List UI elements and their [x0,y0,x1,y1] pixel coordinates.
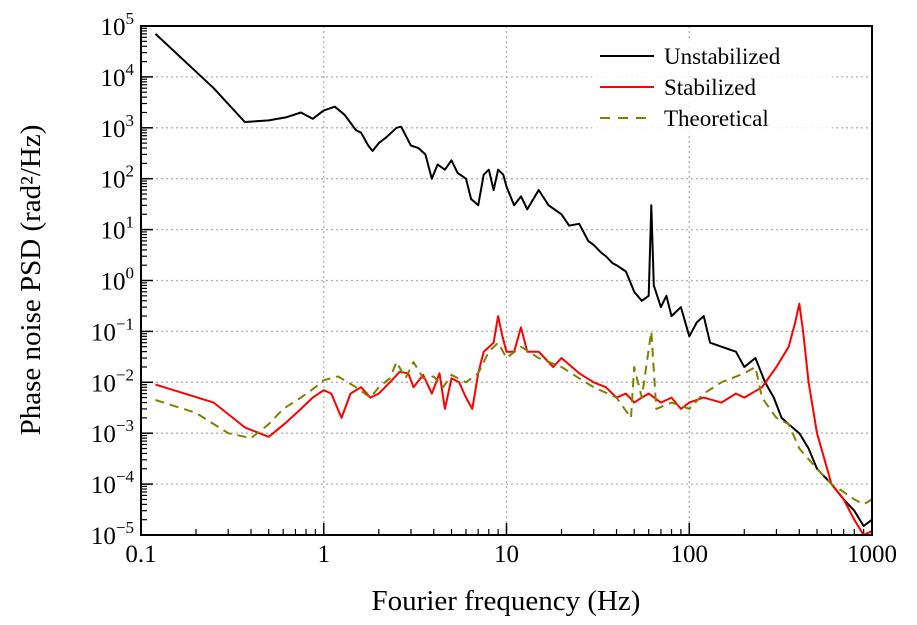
y-tick-exponent: −4 [116,467,135,486]
x-axis-label: Fourier frequency (Hz) [372,585,641,617]
y-tick-exponent: 5 [126,9,135,28]
y-tick-base: 10 [101,269,126,296]
y-tick-label: 100 [101,264,135,296]
y-tick-label: 10−2 [91,365,134,397]
series-line-unstabilized [154,33,872,527]
y-tick-base: 10 [91,319,116,346]
y-tick-exponent: −3 [116,416,134,435]
x-tick-label: 0.1 [125,541,156,568]
x-tick-label: 1000 [847,541,897,568]
x-tick-labels: 0.1 1 10 100 1000 [125,541,897,568]
y-tick-exponent: 3 [126,111,135,130]
legend-label: Unstabilized [664,44,781,69]
y-tick-base: 10 [101,218,126,245]
series-line-theoretical [155,330,872,506]
plot-frame [140,25,873,536]
y-tick-exponent: 0 [126,264,135,283]
y-tick-exponent: 2 [126,162,135,181]
y-tick-exponent: 1 [126,213,135,232]
y-tick-base: 10 [101,116,126,143]
y-tick-label: 104 [101,60,135,92]
series-line-stabilized [155,302,872,535]
grid [141,26,872,535]
y-tick-exponent: −1 [116,314,134,333]
y-tick-base: 10 [91,421,116,448]
x-tick-label: 1 [318,541,331,568]
y-tick-base: 10 [101,14,126,41]
y-tick-base: 10 [91,472,116,499]
y-tick-label: 10−5 [91,518,134,550]
y-tick-exponent: 4 [126,60,135,79]
y-tick-label: 102 [101,162,135,194]
y-tick-exponent: −2 [116,365,134,384]
x-tick-label: 10 [494,541,519,568]
legend-label: Theoretical [664,106,769,131]
y-tick-base: 10 [91,523,116,550]
y-tick-label: 10−3 [91,416,134,448]
y-tick-label: 105 [101,9,135,41]
y-axis-label: Phase noise PSD (rad²/Hz) [15,125,47,436]
legend-label: Stabilized [664,75,756,100]
y-tick-base: 10 [91,370,116,397]
series-group [154,33,872,535]
y-tick-label: 101 [101,213,135,245]
y-tick-exponent: −5 [116,518,134,537]
x-tick-label: 100 [671,541,709,568]
y-tick-label: 103 [101,111,135,143]
legend: Unstabilized Stabilized Theoretical [592,38,832,134]
y-tick-label: 10−1 [91,314,134,346]
y-tick-base: 10 [101,65,126,92]
y-tick-label: 10−4 [91,467,135,499]
y-tick-base: 10 [101,167,126,194]
